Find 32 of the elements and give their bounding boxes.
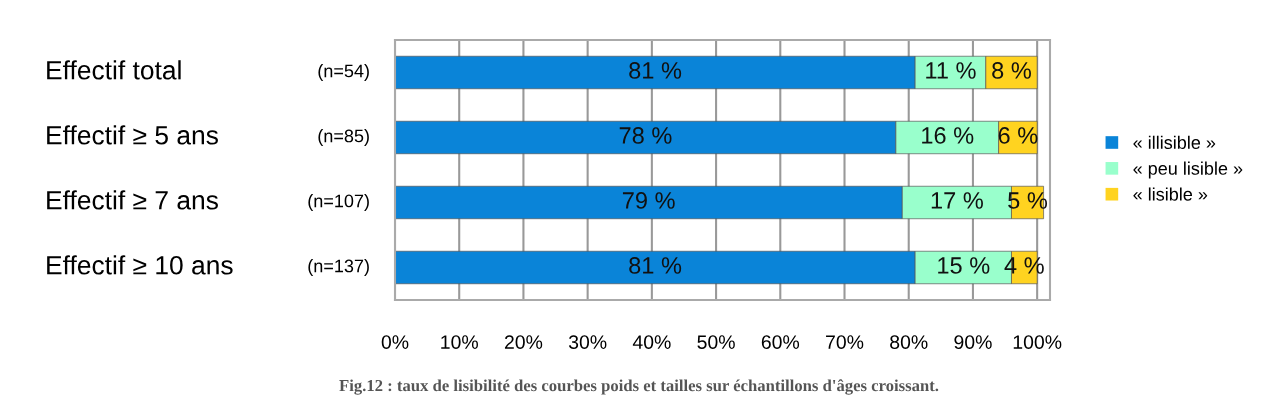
x-tick-label: 70%: [826, 335, 864, 349]
x-tick-label: 50%: [697, 335, 735, 349]
text: (n=54): [318, 64, 369, 81]
x-tick-label: 100%: [1013, 335, 1062, 349]
data-label: 15 %: [938, 257, 990, 274]
data-label: 81 %: [629, 257, 682, 274]
x-tick-label: 80%: [890, 335, 928, 349]
x-tick-label: 20%: [504, 335, 543, 349]
text: (n=85): [318, 129, 369, 146]
data-label: 17 %: [931, 192, 983, 209]
x-tick-label: 40%: [632, 335, 671, 349]
data-label: 16 %: [922, 127, 974, 144]
data-label: 81 %: [629, 62, 682, 79]
x-tick-label: 10%: [441, 335, 478, 349]
y-tick-label: Effectif ≥ 7 ans: [47, 190, 218, 210]
legend-label: « lisible »: [1133, 187, 1208, 201]
text: (n=107): [308, 194, 369, 211]
x-tick-label: 30%: [568, 335, 607, 349]
data-label: 79 %: [622, 192, 675, 209]
y-tick-label: Effectif ≥ 10 ans: [47, 255, 233, 275]
x-tick-label: 90%: [954, 335, 992, 349]
y-tick-label: Effectif total: [47, 60, 181, 80]
data-label: 8 %: [992, 62, 1031, 79]
data-label: 11 %: [926, 62, 976, 79]
legend-label: « illisible »: [1133, 135, 1216, 149]
y-tick-label: Effectif ≥ 5 ans: [47, 125, 218, 145]
legend-label: « peu lisible »: [1133, 161, 1243, 179]
text: (n=137): [308, 259, 369, 276]
x-tick-label: 0%: [381, 335, 409, 349]
x-tick-label: 60%: [761, 335, 800, 349]
data-label: 78 %: [619, 127, 672, 144]
caption: Fig.12 : taux de lisibilité des courbes poids et tailles sur échantillons d'âges croissant.: [339, 379, 939, 395]
